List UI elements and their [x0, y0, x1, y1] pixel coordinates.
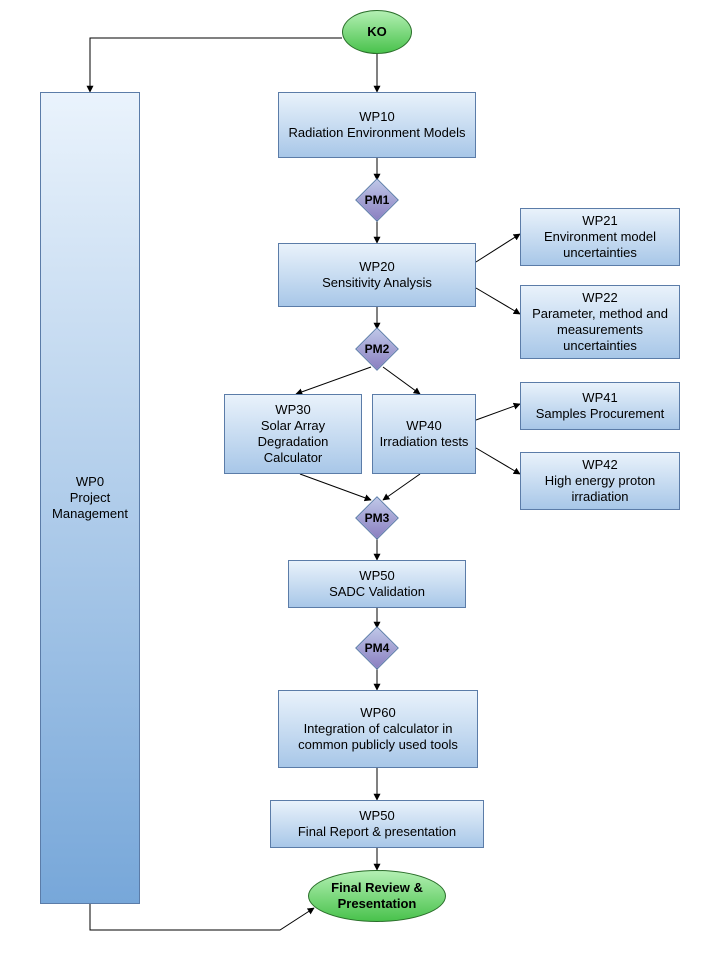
node-pm2-label: PM2 — [365, 342, 390, 357]
edge-ko-wp0 — [90, 38, 342, 92]
node-wp10: WP10Radiation Environment Models — [278, 92, 476, 158]
node-wp22: WP22Parameter, method and measurements u… — [520, 285, 680, 359]
node-wp20: WP20Sensitivity Analysis — [278, 243, 476, 307]
edge-wp40-pm3 — [383, 474, 420, 500]
node-pm3-label: PM3 — [365, 511, 390, 526]
flowchart-canvas: KO WP0ProjectManagement WP10Radiation Envi… — [0, 0, 720, 960]
node-pm1-label: PM1 — [365, 193, 390, 208]
node-wp50a: WP50SADC Validation — [288, 560, 466, 608]
node-pm4-label: PM4 — [365, 641, 390, 656]
edge-wp40-wp41 — [476, 404, 520, 420]
node-pm4: PM4 — [357, 628, 397, 668]
node-wp42: WP42High energy proton irradiation — [520, 452, 680, 510]
edge-pm2-wp30 — [296, 367, 371, 394]
node-final: Final Review &Presentation — [308, 870, 446, 922]
node-wp60: WP60Integration of calculator in common … — [278, 690, 478, 768]
edge-wp0-final — [90, 904, 314, 930]
node-pm2: PM2 — [357, 329, 397, 369]
node-ko: KO — [342, 10, 412, 54]
node-wp50b: WP50Final Report & presentation — [270, 800, 484, 848]
edge-pm2-wp40 — [383, 367, 420, 394]
node-pm1: PM1 — [357, 180, 397, 220]
edge-wp30-pm3 — [300, 474, 371, 500]
edge-wp20-wp22 — [476, 288, 520, 314]
node-wp0: WP0ProjectManagement — [40, 92, 140, 904]
edge-wp40-wp42 — [476, 448, 520, 474]
node-pm3: PM3 — [357, 498, 397, 538]
edge-wp20-wp21 — [476, 234, 520, 262]
node-wp40: WP40Irradiation tests — [372, 394, 476, 474]
node-wp21: WP21Environment model uncertainties — [520, 208, 680, 266]
node-wp41: WP41Samples Procurement — [520, 382, 680, 430]
node-wp30: WP30Solar Array Degradation Calculator — [224, 394, 362, 474]
